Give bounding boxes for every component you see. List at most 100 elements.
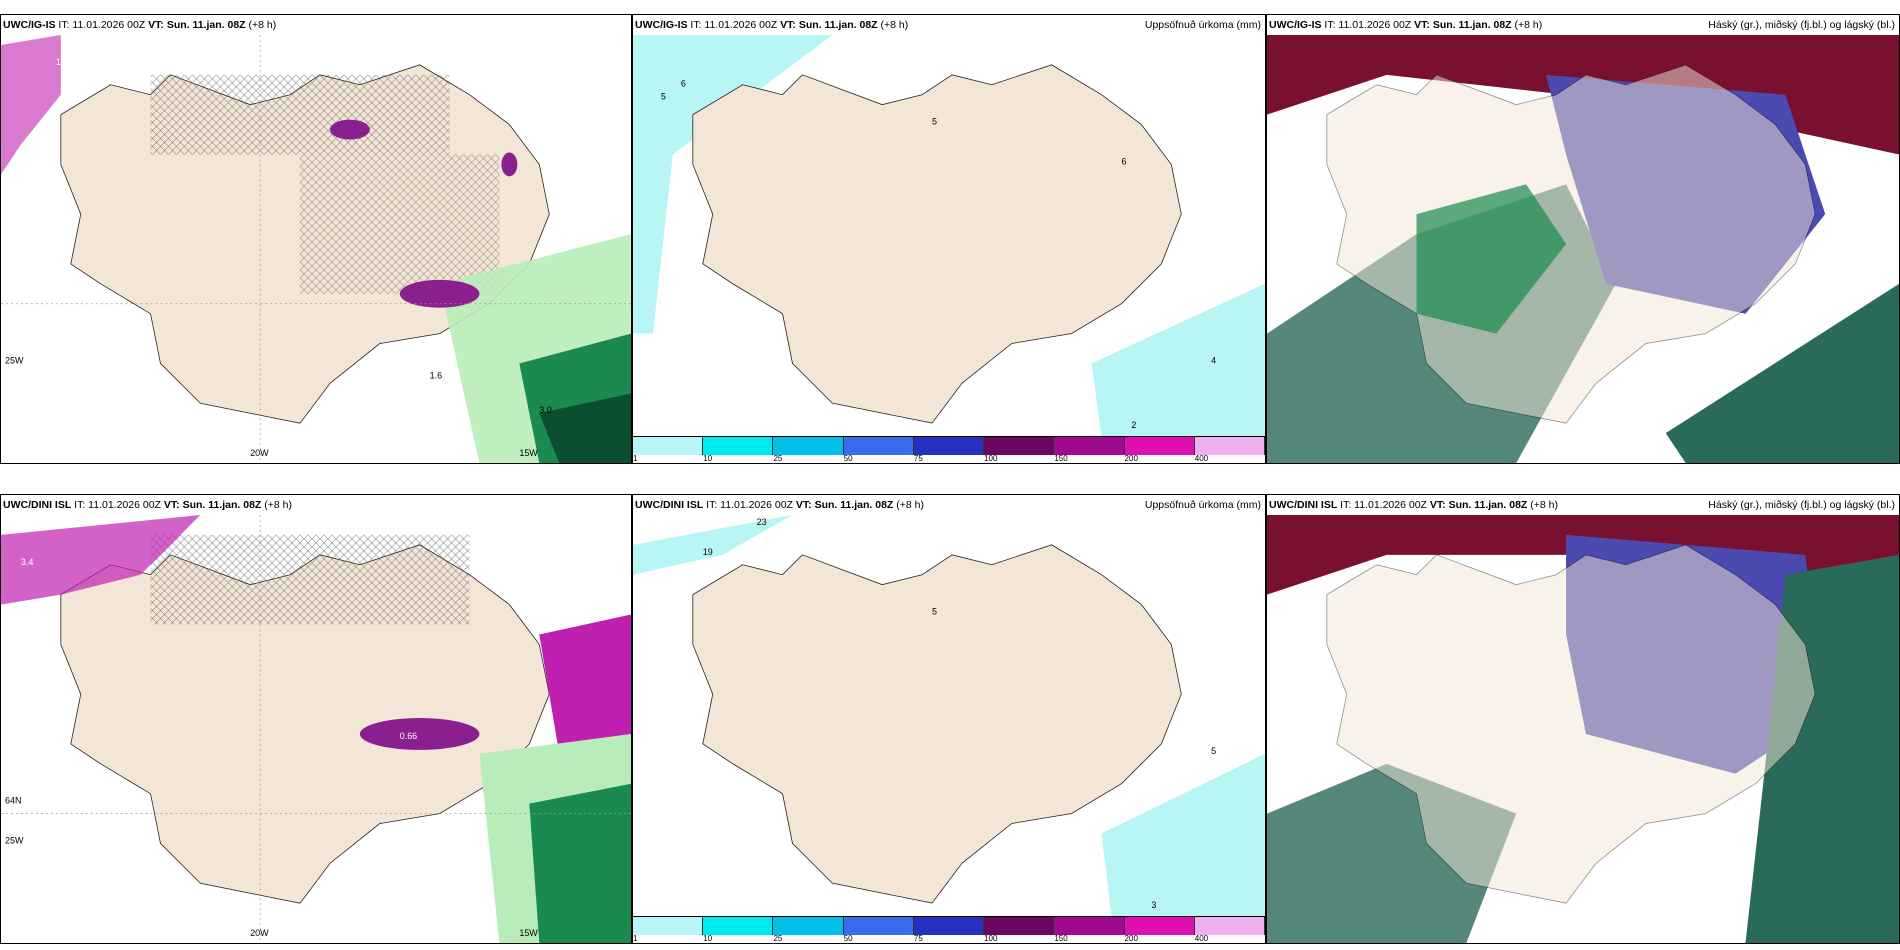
valid-time: Sun. 11.jan. 08Z bbox=[1432, 19, 1512, 31]
legend-tick-label: 10 bbox=[703, 454, 713, 463]
precip-value: 2 bbox=[1131, 420, 1136, 430]
wind-value: 1.6 bbox=[56, 57, 68, 67]
lead-time: (+8 h) bbox=[880, 19, 909, 31]
cloud-map bbox=[1267, 515, 1899, 943]
legend-tick-label: 1 bbox=[633, 934, 638, 943]
precip-value: 5 bbox=[932, 117, 937, 127]
panel-header: UWC/IG-IS IT: 11.01.2026 00Z VT: Sun. 11… bbox=[1267, 15, 1899, 35]
legend-swatch bbox=[773, 437, 844, 455]
precip-value: 6 bbox=[1121, 156, 1126, 166]
model-name: UWC/DINI ISL bbox=[635, 499, 704, 511]
model-name: UWC/IG-IS bbox=[635, 19, 688, 31]
iceland-land bbox=[1326, 544, 1816, 904]
legend-swatch bbox=[913, 437, 985, 455]
model-name: UWC/IG-IS bbox=[3, 19, 56, 31]
legend-tick-label: 25 bbox=[773, 454, 783, 463]
init-time: IT: 11.01.2026 00Z bbox=[706, 499, 793, 511]
init-time: IT: 11.01.2026 00Z bbox=[1340, 499, 1427, 511]
init-time: IT: 11.01.2026 00Z bbox=[74, 499, 161, 511]
precip-value: 5 bbox=[1211, 746, 1216, 756]
legend-swatch bbox=[1194, 437, 1265, 455]
legend-tick-label: 75 bbox=[913, 454, 923, 463]
precip-value: 19 bbox=[703, 547, 713, 557]
sea-precip bbox=[633, 35, 833, 334]
iceland-land bbox=[692, 544, 1182, 904]
legend-tick-label: 10 bbox=[703, 934, 713, 943]
vt-label: VT: bbox=[795, 499, 812, 511]
vt-label: VT: bbox=[1429, 499, 1446, 511]
panel-header: UWC/IG-IS IT: 11.01.2026 00Z VT: Sun. 11… bbox=[633, 15, 1265, 35]
legend-swatch bbox=[773, 917, 844, 935]
valid-time: Sun. 11.jan. 08Z bbox=[166, 19, 246, 31]
axis-label: 25W bbox=[5, 355, 24, 365]
legend-swatch bbox=[1054, 437, 1125, 455]
legend-tick-label: 200 bbox=[1124, 934, 1138, 943]
axis-label: 15W bbox=[519, 928, 538, 938]
legend-tick-label: 150 bbox=[1054, 454, 1068, 463]
vt-label: VT: bbox=[163, 499, 180, 511]
model-name: UWC/IG-IS bbox=[1269, 19, 1322, 31]
model-name: UWC/DINI ISL bbox=[1269, 499, 1338, 511]
legend-tick-label: 400 bbox=[1194, 454, 1209, 463]
legend-swatch bbox=[984, 917, 1055, 935]
legend-tick-label: 200 bbox=[1124, 454, 1138, 463]
axis-label: 25W bbox=[5, 835, 24, 845]
legend-tick-label: 150 bbox=[1054, 934, 1068, 943]
vt-label: VT: bbox=[1414, 19, 1430, 31]
wind-map: 3.4 0.66 20W 15W 25W 64N bbox=[1, 515, 631, 943]
legend-tick-label: 25 bbox=[773, 934, 783, 943]
wind-value: 3.0 bbox=[539, 405, 551, 415]
panel-title: Háský (gr.), miðský (fj.bl.) og lágský (… bbox=[1708, 19, 1895, 31]
panel-cloud-igis: UWC/IG-IS IT: 11.01.2026 00Z VT: Sun. 11… bbox=[1266, 14, 1900, 464]
lead-time: (+8 h) bbox=[1530, 499, 1558, 511]
legend-tick-label: 50 bbox=[843, 454, 853, 463]
precip-value: 5 bbox=[661, 92, 666, 102]
legend-swatch bbox=[1124, 437, 1195, 455]
panel-title: Uppsöfnuð úrkoma (mm) bbox=[1144, 19, 1261, 31]
legend-swatch bbox=[984, 437, 1055, 455]
vt-label: VT: bbox=[780, 19, 796, 31]
init-time: IT: 11.01.2026 00Z bbox=[58, 19, 146, 31]
legend-swatch bbox=[703, 437, 774, 455]
legend-swatch bbox=[843, 437, 914, 455]
cloud-map bbox=[1267, 35, 1899, 463]
wind-value: 1.6 bbox=[430, 370, 442, 380]
precip-value: 23 bbox=[757, 517, 767, 527]
axis-label: 15W bbox=[519, 448, 538, 458]
precip-legend: 1 10 25 50 75 100 150 200 400 bbox=[633, 436, 1265, 463]
panel-title: Uppsöfnuð úrkoma (mm) bbox=[1144, 499, 1261, 511]
axis-label: 64N bbox=[5, 796, 21, 806]
legend-swatch bbox=[633, 437, 704, 455]
panel-cloud-dini: UWC/DINI ISL IT: 11.01.2026 00Z VT: Sun.… bbox=[1266, 494, 1900, 944]
iceland-land bbox=[692, 64, 1182, 424]
panel-title: Háský (gr.), miðský (fj.bl.) og lágský (… bbox=[1708, 499, 1895, 511]
valid-time: Sun. 11.jan. 08Z bbox=[182, 499, 262, 511]
panel-wind-igis: UWC/IG-IS IT: 11.01.2026 00Z VT: Sun. 11… bbox=[0, 14, 632, 464]
legend-swatch bbox=[843, 917, 914, 935]
axis-label: 20W bbox=[250, 928, 269, 938]
lead-time: (+8 h) bbox=[248, 19, 277, 31]
valid-time: Sun. 11.jan. 08Z bbox=[1448, 499, 1528, 511]
legend-tick-label: 50 bbox=[843, 934, 853, 943]
panel-header: UWC/DINI ISL IT: 11.01.2026 00Z VT: Sun.… bbox=[633, 495, 1265, 515]
precip-value: 4 bbox=[1211, 355, 1216, 365]
panel-wind-dini: UWC/DINI ISL IT: 11.01.2026 00Z VT: Sun.… bbox=[0, 494, 632, 944]
precip-value: 5 bbox=[932, 607, 937, 617]
precip-value: 6 bbox=[681, 79, 686, 89]
wind-value: 0.66 bbox=[400, 731, 417, 741]
init-time: IT: 11.01.2026 00Z bbox=[690, 19, 778, 31]
wind-map: 1.6 1.6 3.0 20W 15W 25W bbox=[1, 35, 631, 463]
panel-precip-dini: UWC/DINI ISL IT: 11.01.2026 00Z VT: Sun.… bbox=[632, 494, 1266, 944]
legend-tick-label: 100 bbox=[984, 454, 998, 463]
wind-value: 3.4 bbox=[21, 557, 33, 567]
panel-header: UWC/DINI ISL IT: 11.01.2026 00Z VT: Sun.… bbox=[1267, 495, 1899, 515]
lead-time: (+8 h) bbox=[896, 499, 924, 511]
axis-label: 20W bbox=[250, 448, 269, 458]
precip-legend: 1 10 25 50 75 100 150 200 400 bbox=[633, 916, 1265, 943]
sea-precip bbox=[633, 515, 793, 575]
legend-swatch bbox=[1124, 917, 1195, 935]
panel-header: UWC/DINI ISL IT: 11.01.2026 00Z VT: Sun.… bbox=[1, 495, 631, 515]
legend-tick-label: 100 bbox=[984, 934, 998, 943]
legend-swatch bbox=[1054, 917, 1125, 935]
legend-swatch bbox=[1194, 917, 1265, 935]
